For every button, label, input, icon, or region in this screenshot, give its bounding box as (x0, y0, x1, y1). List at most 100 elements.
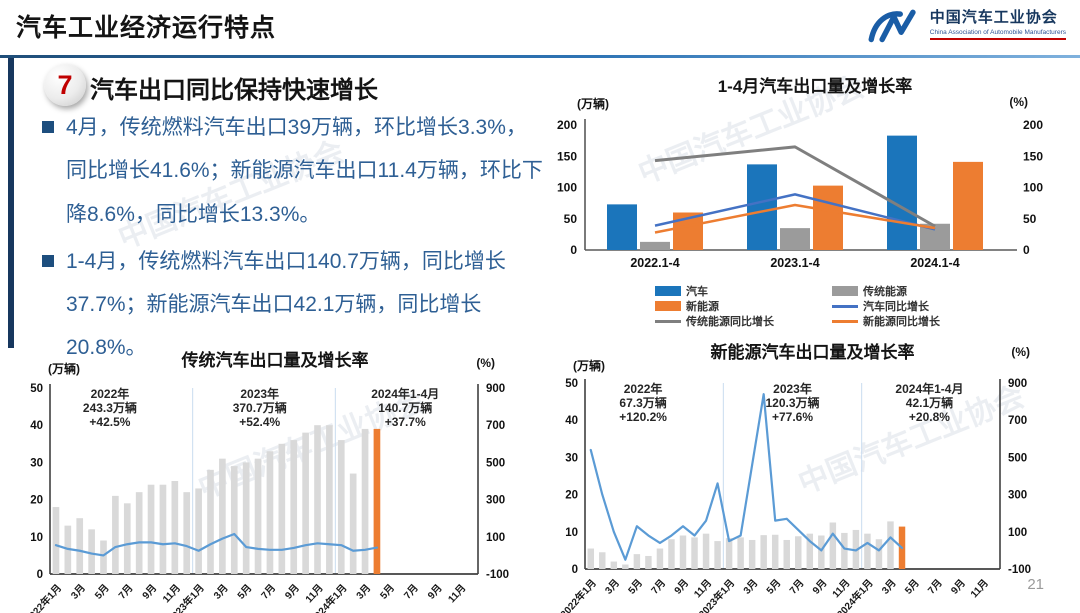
chart-legend: 汽车 新能源 传统能源同比增长 传统能源 汽车同比增长 新能源同比增长 (655, 284, 940, 328)
svg-text:7月: 7月 (259, 582, 278, 602)
svg-text:100: 100 (1023, 181, 1043, 195)
svg-text:5月: 5月 (626, 577, 645, 597)
legend-bar-swatch (655, 301, 681, 311)
svg-text:0: 0 (570, 243, 577, 257)
svg-text:300: 300 (1008, 490, 1027, 502)
svg-text:9月: 9月 (949, 577, 968, 597)
bullet-square-icon (42, 121, 54, 133)
legend-line-swatch (832, 319, 858, 323)
svg-text:2022年1月: 2022年1月 (23, 581, 65, 613)
logo-name-cn: 中国汽车工业协会 (929, 9, 1058, 27)
svg-text:9月: 9月 (140, 582, 159, 602)
svg-text:2024年1-4月: 2024年1-4月 (371, 386, 439, 401)
left-accent-bar (8, 58, 14, 348)
left-axis-unit: (万辆) (577, 97, 609, 111)
svg-text:5月: 5月 (378, 582, 397, 602)
svg-text:100: 100 (1008, 527, 1027, 539)
bullet-square-icon (42, 254, 54, 267)
svg-text:243.3万辆: 243.3万辆 (83, 400, 137, 415)
svg-text:7月: 7月 (402, 582, 421, 602)
caam-logo-icon (868, 9, 916, 43)
svg-text:100: 100 (486, 532, 505, 544)
legend-item: 传统能源 (832, 284, 940, 298)
svg-text:7月: 7月 (116, 582, 135, 602)
svg-text:2022年: 2022年 (91, 386, 130, 401)
svg-text:42.1万辆: 42.1万辆 (906, 395, 953, 410)
legend-label: 传统能源同比增长 (686, 316, 774, 328)
svg-text:370.7万辆: 370.7万辆 (233, 400, 287, 415)
svg-text:+37.7%: +37.7% (385, 415, 426, 429)
svg-text:2022年1月: 2022年1月 (557, 576, 599, 613)
bullet-list: 4月，传统燃料汽车出口39万辆，环比增长3.3%，同比增长41.6%；新能源汽车… (30, 106, 544, 370)
chart-title: 新能源汽车出口量及增长率 (710, 343, 915, 362)
svg-text:200: 200 (557, 118, 577, 132)
svg-text:-100: -100 (486, 569, 509, 581)
svg-text:10: 10 (30, 532, 43, 544)
svg-text:30: 30 (565, 452, 578, 464)
svg-text:2024.1-4: 2024.1-4 (910, 256, 959, 270)
svg-text:900: 900 (1008, 378, 1027, 390)
svg-text:20: 20 (30, 495, 43, 507)
legend-column: 汽车 新能源 传统能源同比增长 (655, 284, 774, 328)
svg-text:0: 0 (572, 564, 578, 576)
nev-export-chart: 新能源汽车出口量及增长率 (万辆) (%) 0 10 20 30 40 50 -100 100… (545, 335, 1080, 613)
svg-text:200: 200 (1023, 118, 1043, 132)
grouped-bar-line-plot: 0 50 100 150 200 0 50 100 150 200 2022.1-4 2023.1-4… (557, 118, 1043, 270)
right-axis-unit: (%) (1009, 95, 1028, 109)
svg-text:+52.4%: +52.4% (239, 415, 280, 429)
section-number-badge: 7 (44, 64, 86, 106)
chart-title: 1-4月汽车出口量及增长率 (717, 77, 913, 96)
caam-logo: 中国汽车工业协会 China Association of Automobile… (864, 5, 1066, 45)
svg-text:5月: 5月 (235, 582, 254, 602)
section-title: 汽车出口同比保持快速增长 (90, 77, 378, 104)
svg-text:40: 40 (565, 415, 578, 427)
svg-text:3月: 3月 (603, 577, 622, 597)
svg-text:2022.1-4: 2022.1-4 (630, 256, 679, 270)
svg-text:-100: -100 (1008, 564, 1031, 576)
chart-title: 传统汽车出口量及增长率 (181, 351, 369, 370)
header-divider (0, 55, 1080, 58)
svg-text:140.7万辆: 140.7万辆 (378, 400, 432, 415)
svg-text:3月: 3月 (879, 577, 898, 597)
svg-text:+20.8%: +20.8% (909, 410, 950, 424)
svg-text:700: 700 (1008, 415, 1027, 427)
svg-text:50: 50 (564, 212, 578, 226)
svg-text:9月: 9月 (810, 577, 829, 597)
legend-label: 新能源同比增长 (863, 316, 940, 328)
svg-text:7月: 7月 (787, 577, 806, 597)
svg-text:40: 40 (30, 420, 43, 432)
svg-text:120.3万辆: 120.3万辆 (765, 395, 819, 410)
svg-text:11月: 11月 (968, 577, 991, 600)
svg-text:+77.6%: +77.6% (772, 410, 813, 424)
svg-text:150: 150 (557, 149, 577, 163)
bullet-item: 1-4月，传统燃料汽车出口140.7万辆，同比增长37.7%；新能源汽车出口42… (30, 240, 544, 370)
bullet-item: 4月，传统燃料汽车出口39万辆，环比增长3.3%，同比增长41.6%；新能源汽车… (30, 106, 544, 236)
svg-text:500: 500 (486, 457, 505, 469)
svg-text:50: 50 (565, 378, 578, 390)
svg-text:5月: 5月 (902, 577, 921, 597)
svg-text:100: 100 (557, 181, 577, 195)
svg-text:5月: 5月 (764, 577, 783, 597)
svg-text:11月: 11月 (160, 582, 183, 605)
svg-text:67.3万辆: 67.3万辆 (619, 395, 666, 410)
svg-text:700: 700 (486, 420, 505, 432)
left-axis-unit: (万辆) (48, 362, 80, 376)
legend-label: 传统能源 (863, 286, 907, 298)
legend-item: 传统能源同比增长 (655, 314, 774, 328)
svg-text:3月: 3月 (741, 577, 760, 597)
svg-text:9月: 9月 (425, 582, 444, 602)
legend-label: 新能源 (686, 301, 719, 313)
legend-label: 汽车同比增长 (863, 301, 929, 313)
legend-item: 新能源同比增长 (832, 314, 940, 328)
legend-line-swatch (655, 319, 681, 323)
bullet-text: 1-4月，传统燃料汽车出口140.7万辆，同比增长37.7%；新能源汽车出口42… (66, 249, 506, 360)
bullet-text: 4月，传统燃料汽车出口39万辆，环比增长3.3%，同比增长41.6%；新能源汽车… (66, 116, 543, 226)
logo-underline (929, 37, 1066, 40)
svg-text:2022年: 2022年 (624, 381, 663, 396)
svg-text:50: 50 (1023, 212, 1037, 226)
svg-text:+120.2%: +120.2% (619, 410, 667, 424)
legend-bar-swatch (655, 286, 681, 296)
